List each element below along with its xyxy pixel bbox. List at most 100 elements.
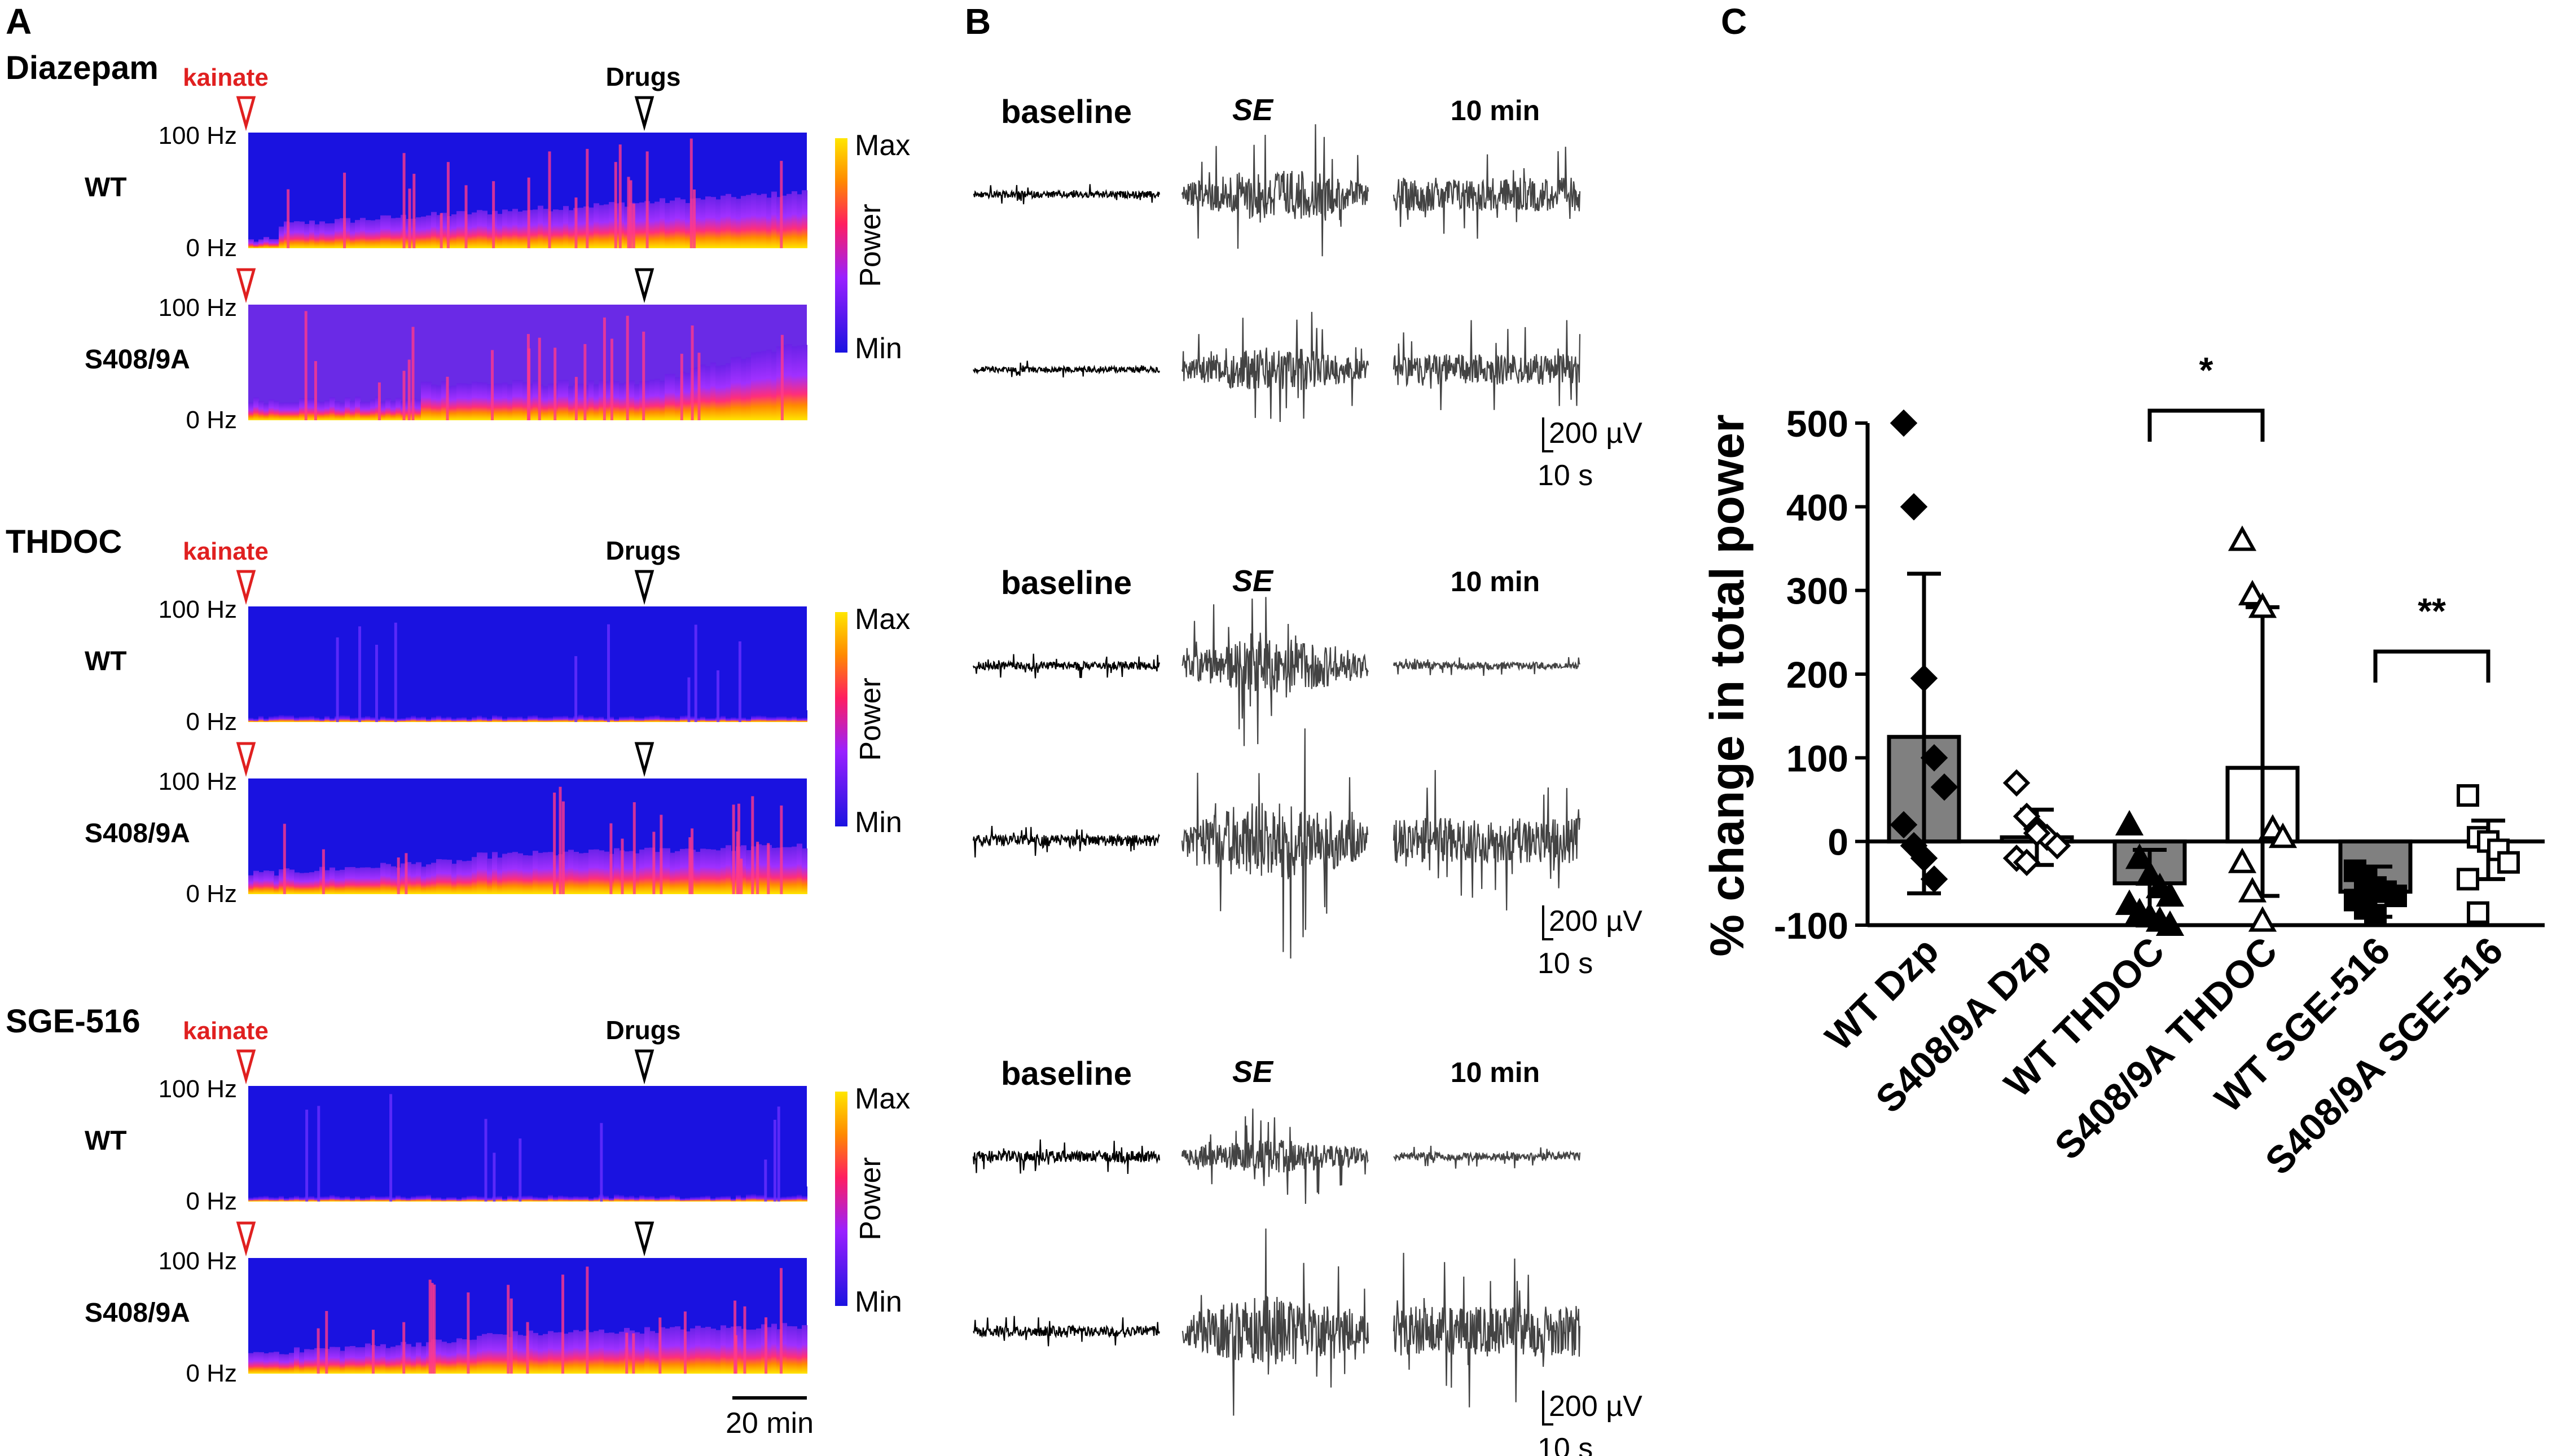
spectrogram-band bbox=[599, 850, 604, 894]
spectrogram-band bbox=[639, 381, 645, 420]
colorbar-min-label: Min bbox=[855, 1286, 902, 1318]
genotype-label: S408/9A bbox=[85, 1298, 190, 1328]
spectrogram-band bbox=[731, 357, 736, 420]
spectrogram-spike bbox=[740, 858, 743, 894]
spectrogram-band bbox=[299, 707, 305, 722]
spectrogram-band bbox=[263, 1353, 269, 1374]
spectrogram-band bbox=[289, 704, 295, 722]
scalebar-amplitude-label: 200 µV bbox=[1549, 417, 1642, 450]
spectrogram-band bbox=[248, 1353, 254, 1374]
data-point bbox=[2497, 851, 2520, 874]
spectrogram-band bbox=[350, 1191, 355, 1202]
eeg-trace bbox=[1393, 1252, 1581, 1407]
spectrogram-band bbox=[350, 222, 355, 248]
spectrogram-band bbox=[279, 226, 284, 248]
spectrogram-band bbox=[726, 1327, 731, 1374]
spectrogram-band bbox=[380, 863, 386, 894]
spectrogram-band bbox=[360, 1347, 366, 1374]
spectrogram-spike bbox=[629, 180, 632, 248]
spectrogram-band bbox=[345, 1187, 350, 1202]
spectrogram-band bbox=[619, 707, 625, 722]
spectrogram-band bbox=[548, 1184, 554, 1202]
spectrogram-band bbox=[655, 201, 660, 248]
spectrogram-band bbox=[269, 239, 274, 248]
spectrogram-band bbox=[746, 357, 752, 420]
spectrogram-band bbox=[614, 848, 620, 894]
spectrogram-spike bbox=[527, 177, 530, 248]
spectrogram-spike bbox=[688, 837, 692, 894]
spectrogram-spike bbox=[734, 1335, 737, 1374]
y-axis-bottom-label: 0 Hz bbox=[186, 234, 237, 262]
spectrogram-band bbox=[781, 1323, 787, 1374]
y-tick-label: -100 bbox=[1774, 905, 1848, 947]
spectrogram-band bbox=[248, 239, 254, 248]
spectrogram-band bbox=[563, 1187, 569, 1202]
scalebar-time-label: 10 s bbox=[1538, 947, 1593, 980]
data-point bbox=[2238, 877, 2267, 903]
spectrogram-band bbox=[629, 706, 635, 722]
spectrogram-band bbox=[553, 209, 559, 248]
spectrogram-band bbox=[797, 345, 802, 420]
spectrogram-spike bbox=[412, 174, 416, 248]
spectrogram-band bbox=[253, 397, 259, 420]
spectrogram-band bbox=[380, 401, 386, 420]
spectrogram-band bbox=[792, 846, 797, 894]
spectrogram-spike bbox=[680, 354, 683, 420]
spectrogram-band bbox=[462, 1189, 467, 1202]
colorbar-title: Power bbox=[854, 1157, 887, 1240]
spectrogram-band bbox=[441, 859, 447, 894]
spectrogram-band bbox=[588, 1332, 594, 1374]
spectrogram-band bbox=[670, 709, 675, 722]
spectrogram-band bbox=[787, 1326, 792, 1374]
spectrogram-band bbox=[634, 1332, 640, 1374]
y-axis-label: % change in total power bbox=[1701, 414, 1754, 956]
spectrogram-band bbox=[411, 1187, 416, 1202]
spectrogram-band bbox=[512, 1189, 518, 1202]
spectrogram-band bbox=[609, 1332, 614, 1374]
spectrogram-spike bbox=[574, 377, 578, 420]
spectrogram-band bbox=[370, 709, 376, 722]
spectrogram-band bbox=[761, 193, 767, 248]
spectrogram-spike bbox=[691, 325, 694, 420]
spectrogram-band bbox=[426, 864, 432, 894]
spectrogram-band bbox=[599, 205, 604, 248]
spectrogram-band bbox=[365, 402, 371, 420]
spectrogram-band bbox=[294, 872, 300, 894]
spectrogram-band bbox=[583, 1187, 589, 1202]
spectrogram-band bbox=[299, 221, 305, 248]
spectrogram-band bbox=[502, 711, 508, 722]
spectrogram-band bbox=[441, 1193, 447, 1202]
spectrogram-band bbox=[756, 1328, 762, 1374]
spectrogram-spike bbox=[283, 824, 286, 894]
spectrogram-band bbox=[726, 711, 731, 722]
spectrogram-band bbox=[421, 866, 427, 894]
spectrogram-band bbox=[776, 346, 782, 420]
spectrogram-band bbox=[665, 848, 670, 894]
spectrogram-band bbox=[370, 220, 376, 248]
spectrogram-band bbox=[787, 709, 792, 722]
spectrogram-band bbox=[588, 380, 594, 420]
spectrogram-band bbox=[710, 197, 716, 248]
spectrogram-band bbox=[355, 219, 361, 248]
spectrogram-band bbox=[441, 1341, 447, 1374]
spectrogram-band bbox=[421, 1346, 427, 1374]
spectrogram-band bbox=[721, 195, 726, 248]
spectrogram-band bbox=[284, 221, 289, 248]
spectrogram-band bbox=[594, 1331, 599, 1374]
spectrogram-band bbox=[680, 1329, 686, 1374]
colorbar-title: Power bbox=[854, 204, 887, 287]
drugs-marker-icon bbox=[634, 570, 655, 605]
scalebar bbox=[1542, 1391, 1553, 1426]
spectrogram-band bbox=[375, 712, 381, 722]
spectrogram-band bbox=[741, 1189, 746, 1202]
spectrogram-band bbox=[776, 707, 782, 722]
spectrogram-band bbox=[340, 1189, 345, 1202]
spectrogram-spike bbox=[433, 1285, 436, 1374]
spectrogram-band bbox=[350, 710, 355, 722]
data-point bbox=[2467, 901, 2489, 924]
spectrogram-band bbox=[497, 857, 503, 894]
spectrogram-band bbox=[436, 215, 442, 248]
data-point bbox=[2248, 906, 2277, 932]
spectrogram-band bbox=[634, 710, 640, 722]
spectrogram-band bbox=[248, 710, 254, 722]
